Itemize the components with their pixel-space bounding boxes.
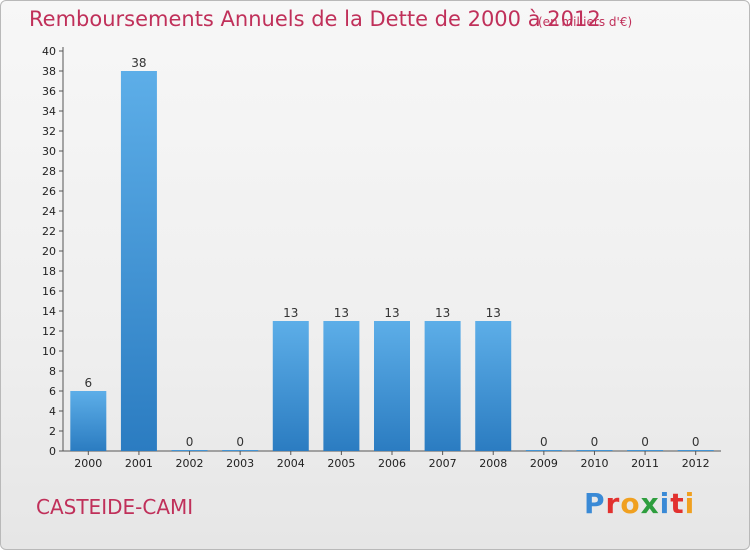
x-tick-label: 2006 — [378, 457, 406, 470]
data-label: 6 — [84, 376, 92, 390]
y-tick-label: 38 — [42, 65, 56, 78]
bar — [424, 321, 461, 451]
bar — [374, 321, 410, 451]
bar — [525, 450, 562, 451]
x-tick-label: 2003 — [226, 457, 254, 470]
x-tick-label: 2004 — [277, 457, 305, 470]
y-tick-label: 28 — [42, 165, 56, 178]
bar — [222, 450, 259, 451]
data-label: 0 — [236, 435, 244, 449]
data-label: 13 — [384, 306, 399, 320]
bar — [323, 321, 360, 451]
data-label: 13 — [283, 306, 298, 320]
data-label: 0 — [540, 435, 548, 449]
logo-letter: i — [684, 487, 696, 520]
logo-letter: t — [670, 487, 685, 520]
logo-letter: r — [605, 487, 621, 520]
y-tick-label: 18 — [42, 265, 56, 278]
x-tick-label: 2002 — [176, 457, 204, 470]
y-tick-label: 30 — [42, 145, 56, 158]
y-tick-label: 24 — [42, 205, 56, 218]
x-tick-label: 2001 — [125, 457, 153, 470]
bar — [677, 450, 714, 451]
data-label: 0 — [641, 435, 649, 449]
data-label: 0 — [186, 435, 194, 449]
data-label: 0 — [591, 435, 599, 449]
y-tick-label: 14 — [42, 305, 56, 318]
bar — [576, 450, 613, 451]
commune-name: CASTEIDE-CAMI — [36, 495, 194, 519]
chart-title: Remboursements Annuels de la Dette de 20… — [29, 7, 601, 31]
x-tick-label: 2009 — [530, 457, 558, 470]
logo-letter: i — [659, 487, 671, 520]
data-label: 38 — [131, 56, 146, 70]
data-label: 13 — [435, 306, 450, 320]
x-tick-label: 2011 — [631, 457, 659, 470]
y-tick-label: 12 — [42, 325, 56, 338]
bar — [70, 391, 107, 451]
logo-letter: o — [620, 487, 641, 520]
x-tick-label: 2007 — [429, 457, 457, 470]
x-tick-label: 2000 — [74, 457, 102, 470]
y-tick-label: 32 — [42, 125, 56, 138]
y-tick-label: 2 — [49, 425, 56, 438]
bar — [272, 321, 309, 451]
x-tick-label: 2008 — [479, 457, 507, 470]
y-tick-label: 6 — [49, 385, 56, 398]
y-tick-label: 8 — [49, 365, 56, 378]
bar — [627, 450, 664, 451]
data-label: 13 — [486, 306, 501, 320]
data-label: 13 — [334, 306, 349, 320]
y-tick-label: 22 — [42, 225, 56, 238]
logo-letter: P — [584, 487, 606, 520]
logo-letter: x — [640, 487, 660, 520]
bar — [475, 321, 512, 451]
y-tick-label: 26 — [42, 185, 56, 198]
y-tick-label: 20 — [42, 245, 56, 258]
y-tick-label: 0 — [49, 445, 56, 458]
bar — [171, 450, 208, 451]
proxiti-logo: Proxiti — [584, 487, 695, 520]
y-tick-label: 40 — [42, 45, 56, 58]
x-tick-label: 2012 — [682, 457, 710, 470]
x-tick-label: 2010 — [580, 457, 608, 470]
y-tick-label: 36 — [42, 85, 56, 98]
bar — [120, 71, 157, 451]
unit-label: (en milliers d'€) — [538, 15, 633, 29]
y-tick-label: 10 — [42, 345, 56, 358]
y-tick-label: 34 — [42, 105, 56, 118]
y-tick-label: 16 — [42, 285, 56, 298]
data-label: 0 — [692, 435, 700, 449]
y-tick-label: 4 — [49, 405, 56, 418]
x-tick-label: 2005 — [327, 457, 355, 470]
